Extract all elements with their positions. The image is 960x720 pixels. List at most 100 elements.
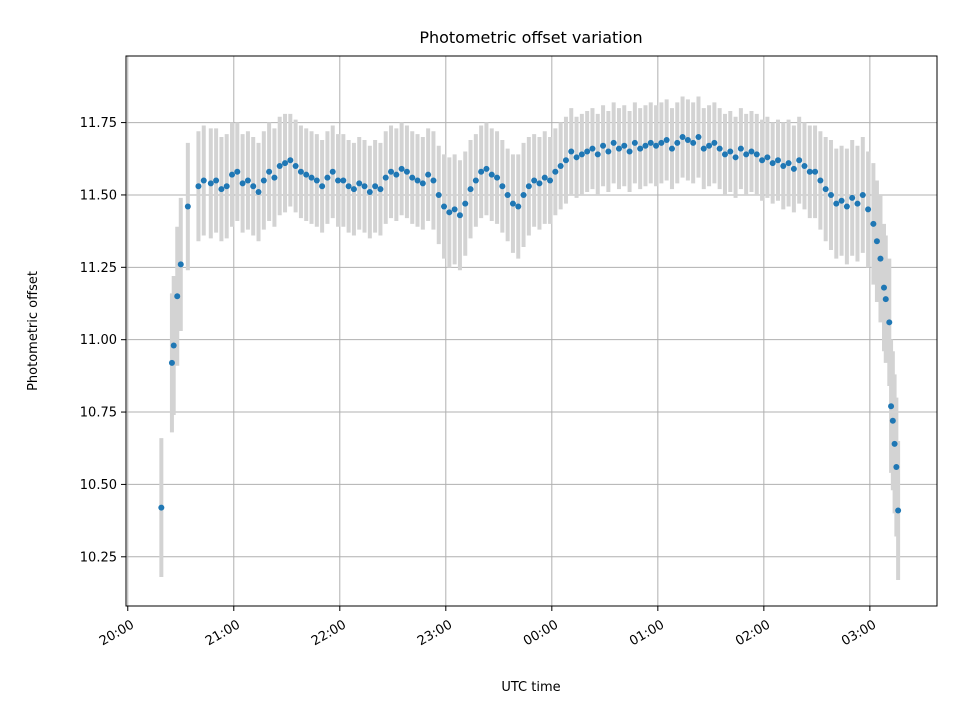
data-point xyxy=(870,220,877,227)
data-point xyxy=(419,180,426,187)
data-point xyxy=(621,142,628,149)
data-point xyxy=(509,200,516,207)
plot-frame xyxy=(125,55,938,607)
data-point xyxy=(393,171,400,178)
data-point xyxy=(833,200,840,207)
data-point xyxy=(615,145,622,152)
data-point xyxy=(817,177,824,184)
data-point xyxy=(880,284,887,291)
data-point xyxy=(882,296,889,303)
data-point xyxy=(377,186,384,193)
data-point xyxy=(552,168,559,175)
data-point xyxy=(578,151,585,158)
data-point xyxy=(531,177,538,184)
data-point xyxy=(737,145,744,152)
data-point xyxy=(435,191,442,198)
data-point xyxy=(200,177,207,184)
data-point xyxy=(626,148,633,155)
data-point xyxy=(361,183,368,190)
data-point xyxy=(177,261,184,268)
data-point xyxy=(446,209,453,216)
data-points xyxy=(158,134,902,514)
data-point xyxy=(504,191,511,198)
data-point xyxy=(213,177,220,184)
data-point xyxy=(753,151,760,158)
data-point xyxy=(886,319,893,326)
data-point xyxy=(303,171,310,178)
data-point xyxy=(282,160,289,167)
data-point xyxy=(785,160,792,167)
data-point xyxy=(425,171,432,178)
data-point xyxy=(260,177,267,184)
data-point xyxy=(541,174,548,181)
data-point xyxy=(297,168,304,175)
data-point xyxy=(711,139,718,146)
data-point xyxy=(668,145,675,152)
data-point xyxy=(350,186,357,193)
data-point xyxy=(690,139,697,146)
data-point xyxy=(843,203,850,210)
data-point xyxy=(536,180,543,187)
data-point xyxy=(637,145,644,152)
data-point xyxy=(456,212,463,219)
data-point xyxy=(769,160,776,167)
data-point xyxy=(218,186,225,193)
data-point xyxy=(276,163,283,169)
data-point xyxy=(568,148,575,155)
data-point xyxy=(822,186,829,193)
data-point xyxy=(335,177,342,184)
data-point xyxy=(174,293,181,300)
data-point xyxy=(520,191,527,198)
data-point xyxy=(525,183,532,190)
data-point xyxy=(483,165,490,172)
data-point xyxy=(255,189,262,196)
data-point xyxy=(184,203,191,210)
data-point xyxy=(430,177,437,184)
data-point xyxy=(716,145,723,152)
data-point xyxy=(472,177,479,184)
data-point xyxy=(329,168,336,175)
data-point xyxy=(239,180,246,187)
data-point xyxy=(170,342,177,349)
data-point xyxy=(229,171,236,178)
data-point xyxy=(372,183,379,190)
data-point xyxy=(547,177,554,184)
data-point xyxy=(589,145,596,152)
x-axis-label: UTC time xyxy=(501,680,560,695)
data-point xyxy=(605,148,612,155)
y-tick-label: 11.00 xyxy=(80,333,117,348)
chart-title: Photometric offset variation xyxy=(419,28,642,47)
y-tick-label: 10.75 xyxy=(80,406,117,421)
data-point xyxy=(631,139,638,146)
data-point xyxy=(403,168,410,175)
data-point xyxy=(764,154,771,161)
y-tick-label: 11.75 xyxy=(80,116,117,131)
data-point xyxy=(895,507,902,514)
data-point xyxy=(345,183,352,190)
y-axis-label: Photometric offset xyxy=(26,271,41,391)
y-tick-label: 11.25 xyxy=(80,261,117,276)
data-point xyxy=(727,148,734,155)
data-point xyxy=(388,168,395,175)
data-point xyxy=(356,180,363,187)
data-point xyxy=(467,186,474,193)
data-point xyxy=(515,203,522,210)
data-point xyxy=(573,154,580,161)
data-point xyxy=(759,157,766,164)
data-point xyxy=(888,403,895,410)
data-point xyxy=(653,142,660,149)
data-point xyxy=(158,504,165,511)
data-point xyxy=(658,139,665,146)
data-point xyxy=(891,440,898,447)
data-point xyxy=(873,238,880,245)
data-point xyxy=(854,200,861,207)
data-point xyxy=(250,183,257,190)
data-point xyxy=(494,174,501,181)
data-point xyxy=(812,168,819,175)
data-point xyxy=(488,171,495,178)
data-point xyxy=(313,177,320,184)
data-point xyxy=(292,163,299,169)
data-point xyxy=(674,139,681,146)
data-point xyxy=(877,255,884,262)
